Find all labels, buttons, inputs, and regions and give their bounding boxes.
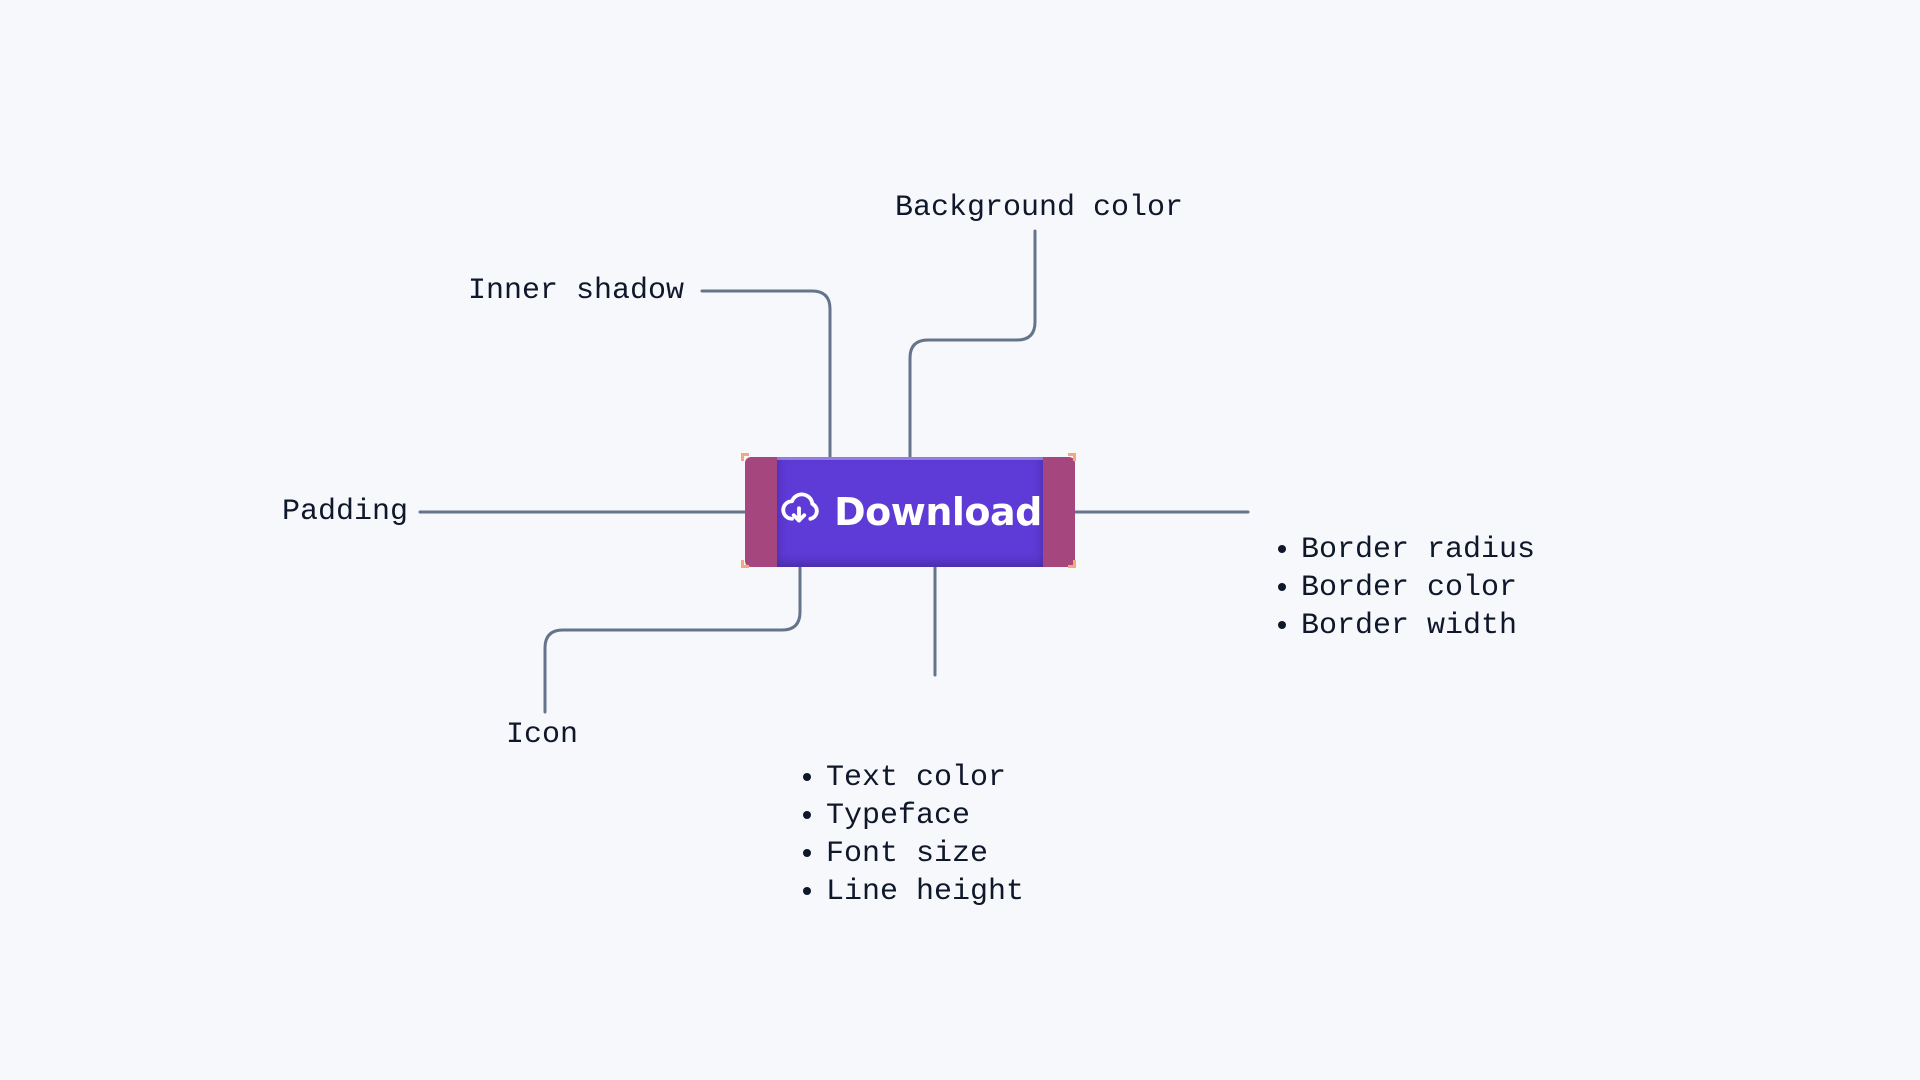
annotation-list-item: Border width bbox=[1301, 607, 1535, 645]
corner-tick-icon bbox=[741, 560, 749, 568]
download-button-inner: Download bbox=[777, 457, 1043, 567]
annotation-background-color: Background color bbox=[895, 189, 1183, 227]
annotation-list-item: Typeface bbox=[826, 797, 1024, 835]
annotation-icon: Icon bbox=[506, 716, 578, 754]
annotation-text-properties: Text colorTypefaceFont sizeLine height bbox=[790, 683, 1024, 987]
diagram-stage: Download Background color Inner shadow P… bbox=[0, 0, 1920, 1080]
annotation-list-item: Text color bbox=[826, 759, 1024, 797]
annotation-border-properties: Border radiusBorder colorBorder width bbox=[1265, 455, 1535, 721]
annotation-list-item: Font size bbox=[826, 835, 1024, 873]
cloud-download-icon bbox=[778, 489, 820, 536]
annotation-padding: Padding bbox=[282, 493, 408, 531]
download-button[interactable]: Download bbox=[745, 457, 1075, 567]
annotation-list-item: Line height bbox=[826, 873, 1024, 911]
annotation-list-item: Border radius bbox=[1301, 531, 1535, 569]
corner-tick-icon bbox=[741, 453, 749, 461]
annotation-inner-shadow: Inner shadow bbox=[468, 272, 684, 310]
corner-tick-icon bbox=[1068, 560, 1076, 568]
download-button-label: Download bbox=[834, 490, 1042, 534]
corner-tick-icon bbox=[1068, 453, 1076, 461]
annotation-list-item: Border color bbox=[1301, 569, 1535, 607]
